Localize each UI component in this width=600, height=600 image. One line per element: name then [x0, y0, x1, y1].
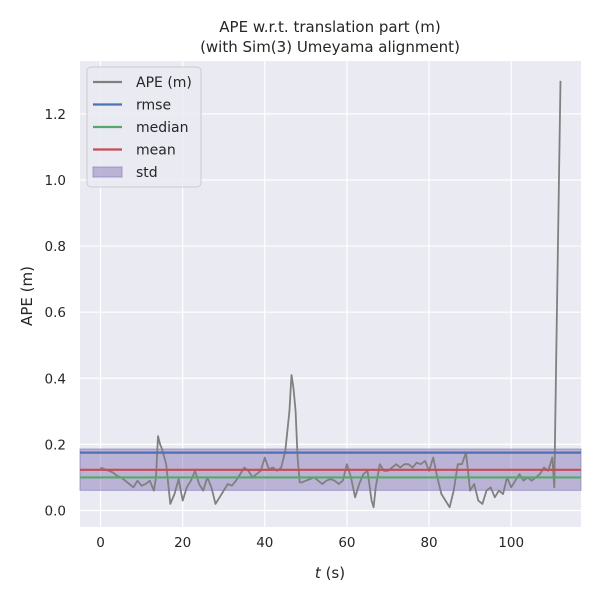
legend-label-median: median [136, 120, 188, 136]
legend-swatch-std [92, 166, 123, 178]
chart-title-line1: APE w.r.t. translation part (m) [219, 18, 440, 36]
y-axis-label: APE (m) [18, 266, 36, 326]
legend-label-ape: APE (m) [136, 75, 192, 91]
x-tick-label: 40 [256, 535, 273, 551]
y-tick-label: 0.4 [45, 371, 66, 387]
legend-label-mean: mean [136, 143, 176, 159]
series-layer [80, 80, 581, 509]
x-tick-labels: 0 20 40 60 80 100 [96, 535, 524, 551]
x-axis-label-var: t [315, 564, 322, 582]
x-tick-label: 80 [420, 535, 437, 551]
x-axis-label: t (s) [315, 564, 345, 582]
legend-box [86, 66, 202, 188]
chart-title-line2: (with Sim(3) Umeyama alignment) [200, 38, 460, 56]
x-tick-label: 100 [498, 535, 524, 551]
y-tick-label: 0.0 [45, 503, 66, 519]
y-tick-label: 1.0 [45, 173, 66, 189]
y-tick-label: 0.2 [45, 437, 66, 453]
legend-label-rmse: rmse [136, 98, 171, 114]
x-tick-label: 20 [174, 535, 191, 551]
y-tick-label: 0.8 [45, 239, 66, 255]
grid-lines [80, 61, 581, 527]
x-tick-label: 0 [96, 535, 105, 551]
y-tick-label: 1.2 [45, 107, 66, 123]
x-axis-label-unit: (s) [321, 564, 345, 582]
x-tick-label: 60 [338, 535, 355, 551]
ape-series-line [100, 80, 562, 509]
legend: APE (m) rmse median mean std [86, 66, 202, 188]
y-tick-labels: 0.0 0.2 0.4 0.6 0.8 1.0 1.2 [45, 107, 66, 520]
legend-label-std: std [136, 165, 158, 181]
y-tick-label: 0.6 [45, 305, 66, 321]
